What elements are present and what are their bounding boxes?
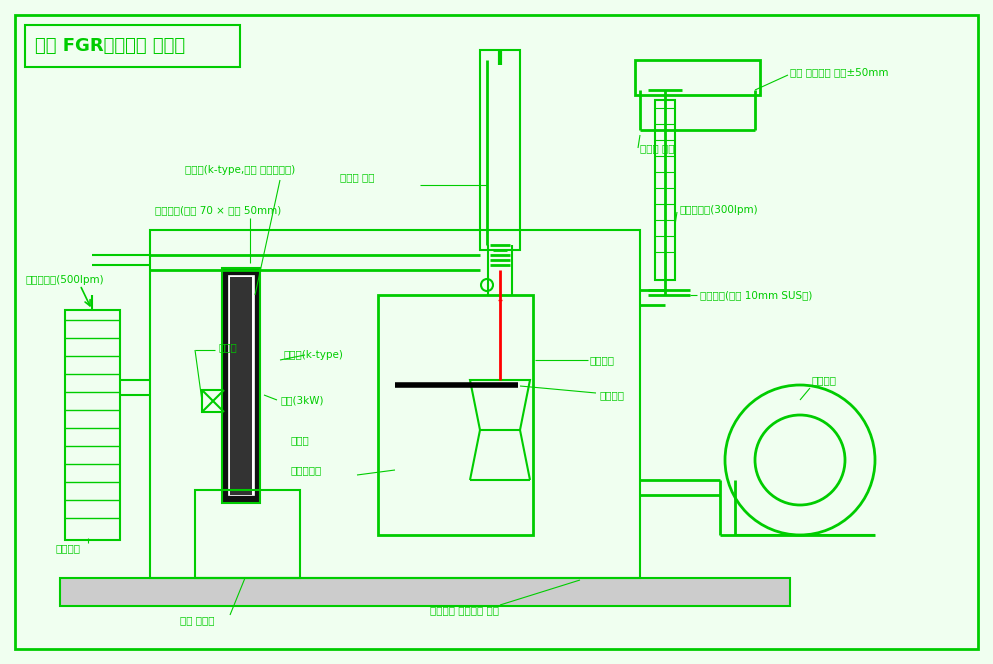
Text: 바플노즐부: 바플노즐부 xyxy=(290,465,322,475)
Text: 벤튜리부: 벤튜리부 xyxy=(590,355,615,365)
Bar xyxy=(25,25,240,67)
Bar xyxy=(480,50,520,250)
Bar xyxy=(230,277,252,495)
Bar xyxy=(228,275,254,495)
Text: 공기배관(가로 70 × 세로 50mm): 공기배관(가로 70 × 세로 50mm) xyxy=(155,205,281,215)
Text: 히터(3kW): 히터(3kW) xyxy=(280,395,324,405)
Text: 볼밸브: 볼밸브 xyxy=(218,342,236,352)
Text: 워터치 프팅: 워터치 프팅 xyxy=(340,172,374,182)
Text: 고온 FGR실험장치 구성도: 고온 FGR실험장치 구성도 xyxy=(35,37,185,55)
Bar xyxy=(150,230,640,578)
Bar xyxy=(655,100,675,280)
Text: 혼합원판: 혼합원판 xyxy=(600,390,625,400)
Text: 공기노즐(나경 10mm SUS관): 공기노즐(나경 10mm SUS관) xyxy=(700,290,812,300)
Text: 공기유량계(300lpm): 공기유량계(300lpm) xyxy=(680,205,759,215)
Text: 우레탄 호스: 우레탄 호스 xyxy=(640,143,674,153)
Bar xyxy=(60,578,790,606)
Text: 노즐 이동거리 상하±50mm: 노즐 이동거리 상하±50mm xyxy=(790,67,889,77)
Bar xyxy=(378,295,533,535)
Bar xyxy=(65,310,120,540)
Text: 공기유량계(500lpm): 공기유량계(500lpm) xyxy=(25,275,103,285)
Text: 히터 제어반: 히터 제어반 xyxy=(180,615,214,625)
Text: 공기흡입: 공기흡입 xyxy=(55,543,80,553)
Bar xyxy=(195,490,300,578)
Bar xyxy=(635,60,760,95)
Text: 열전대(k-type): 열전대(k-type) xyxy=(283,350,343,360)
Bar xyxy=(222,268,260,503)
Text: 열전대(k-type,히터 온도조절용): 열전대(k-type,히터 온도조절용) xyxy=(185,165,295,175)
Text: 혼합통: 혼합통 xyxy=(290,435,309,445)
Text: 링블로워: 링블로워 xyxy=(812,375,837,385)
Text: 링블로워 흡입부에 연결: 링블로워 흡입부에 연결 xyxy=(430,605,499,615)
Bar xyxy=(202,390,224,412)
